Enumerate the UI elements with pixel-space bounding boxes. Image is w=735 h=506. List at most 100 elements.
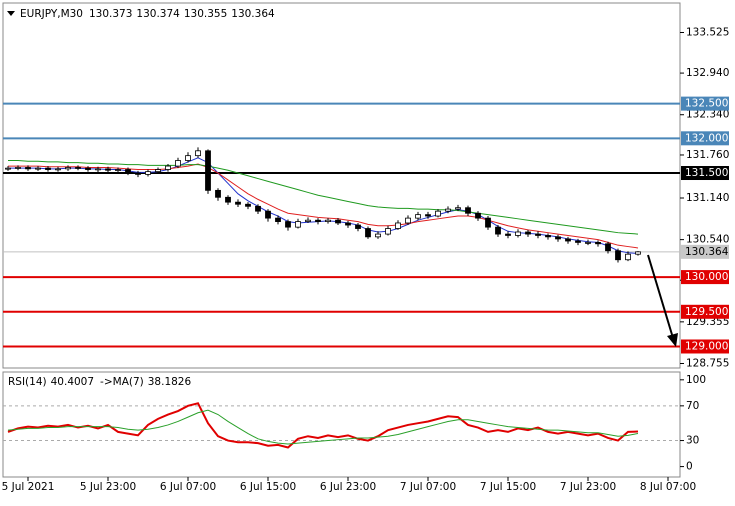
candle-body (45, 167, 51, 170)
candle-body (135, 172, 141, 175)
level-label: 132.500 (685, 98, 728, 110)
low-value: 130.355 (184, 8, 227, 20)
candle-body (65, 167, 71, 170)
y-tick-label: 128.755 (686, 357, 729, 369)
close-value: 130.364 (231, 8, 275, 20)
candle-body (345, 222, 351, 226)
candle-body (245, 203, 251, 207)
candle-body (605, 243, 611, 252)
x-tick-label: 6 Jul 23:00 (320, 481, 376, 493)
candle-body (25, 167, 31, 170)
candle-body (165, 165, 171, 170)
x-tick-label: 6 Jul 15:00 (240, 481, 296, 493)
rsi-label: RSI(14) (8, 376, 47, 388)
candle-body (585, 242, 591, 244)
level-label: 131.500 (685, 167, 728, 179)
x-tick-label: 7 Jul 15:00 (480, 481, 536, 493)
high-value: 130.374 (136, 8, 180, 20)
symbol: EURJPY,M30 (20, 8, 83, 20)
y-tick-label: 131.140 (686, 192, 729, 204)
candle-body (85, 167, 91, 170)
candle-body (185, 155, 191, 161)
x-tick-label: 7 Jul 07:00 (400, 481, 456, 493)
candle-body (195, 150, 201, 157)
candle-body (415, 214, 421, 219)
candle-body (365, 228, 371, 238)
candle-body (625, 253, 631, 261)
candle-body (205, 150, 211, 191)
candle-body (145, 171, 151, 175)
candle-body (35, 167, 41, 170)
y-tick-label: 132.940 (686, 67, 729, 79)
main-panel (2, 2, 681, 369)
candle-body (105, 168, 111, 171)
candle-body (465, 207, 471, 214)
candle-body (565, 238, 571, 242)
candle-body (425, 214, 431, 217)
candle-body (275, 217, 281, 222)
level-box (681, 270, 729, 285)
level-box (681, 304, 729, 319)
menu-arrow (7, 11, 15, 16)
candle-body (515, 231, 521, 236)
candle-body (555, 236, 561, 240)
candle-body (305, 219, 311, 222)
candle-body (255, 205, 261, 212)
level-label: 129.500 (685, 306, 728, 318)
candle-body (235, 201, 241, 205)
x-tick-label: 6 Jul 07:00 (160, 481, 216, 493)
candle-body (485, 217, 491, 228)
level-box (681, 96, 729, 111)
candle-body (285, 221, 291, 228)
candle-body (95, 168, 101, 171)
candle-body (335, 219, 341, 224)
level-label: 132.000 (685, 132, 728, 144)
y-tick-label: 0 (686, 461, 693, 473)
ma-label: ->MA(7) (100, 376, 144, 388)
candle-body (495, 226, 501, 235)
forecast-arrow (647, 254, 678, 347)
candle-body (155, 169, 161, 173)
x-tick-label: 5 Jul 2021 (2, 481, 55, 493)
candle-body (545, 235, 551, 238)
level-box (681, 166, 729, 181)
level-box (681, 131, 729, 146)
moving-average (8, 163, 639, 249)
candle-body (405, 217, 411, 224)
x-tick-label: 5 Jul 23:00 (80, 481, 136, 493)
candle-body (445, 208, 451, 212)
level-box (681, 339, 729, 354)
candle-body (595, 242, 601, 245)
candle-body (295, 221, 301, 228)
candle-body (75, 167, 81, 169)
candle-body (635, 251, 641, 255)
moving-average (8, 157, 639, 255)
y-tick-label: 132.340 (686, 109, 729, 121)
arrow-head (667, 333, 678, 347)
candle-body (265, 210, 271, 219)
rsi-line (7, 409, 639, 445)
level-label: 130.000 (685, 271, 728, 283)
x-tick-label: 7 Jul 23:00 (560, 481, 616, 493)
last-price-box (681, 244, 729, 259)
candle-body (615, 250, 621, 261)
moving-average (8, 160, 639, 235)
candle-body (535, 233, 541, 236)
y-tick-label: 131.760 (686, 149, 729, 161)
y-tick-label: 30 (686, 435, 699, 447)
y-tick-label: 133.525 (686, 26, 729, 38)
candle-body (505, 233, 511, 236)
candle-body (125, 169, 131, 174)
level-label: 129.000 (685, 340, 728, 352)
candle-body (575, 240, 581, 243)
rsi-header: RSI(14) 40.4007 ->MA(7) 38.1826 (8, 376, 191, 388)
candle-body (475, 212, 481, 219)
y-tick-label: 70 (686, 400, 699, 412)
last-price-label: 130.364 (685, 246, 729, 258)
candle-body (325, 219, 331, 222)
candle-body (435, 210, 441, 217)
candle-body (315, 219, 321, 222)
candle-body (525, 231, 531, 235)
